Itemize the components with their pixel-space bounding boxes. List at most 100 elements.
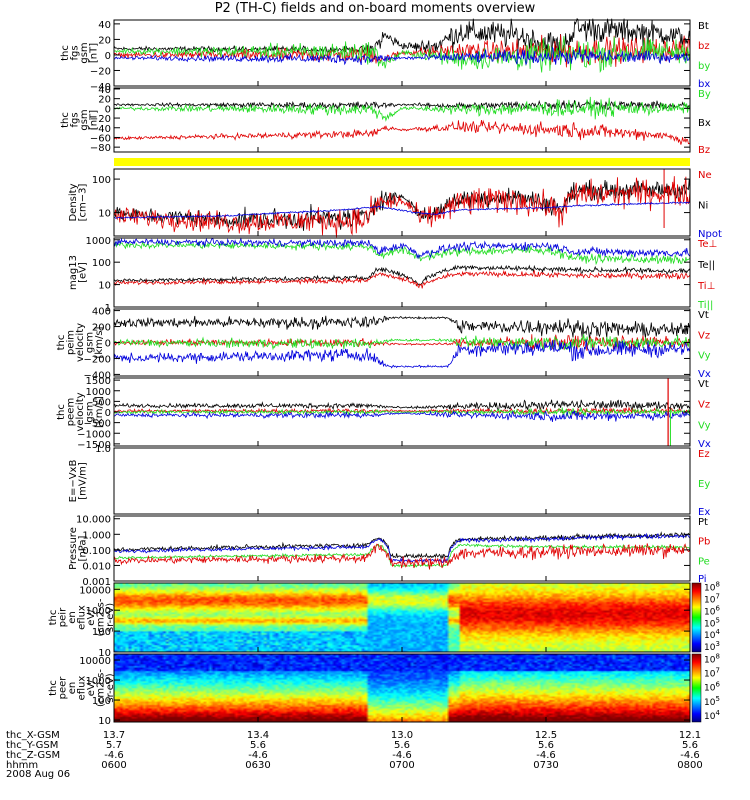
y-tick-label: 400 — [92, 307, 111, 318]
colorbar-label: 104 — [704, 709, 720, 722]
x-tick-label: 0700 — [389, 760, 414, 771]
y-axis-label: velocity — [75, 392, 86, 431]
date-label: 2008 Aug 06 — [6, 769, 70, 780]
legend-bx: bx — [698, 79, 710, 90]
x-tick-label: 0800 — [677, 760, 702, 771]
legend-vy: Vy — [698, 420, 711, 431]
y-tick-label: −80 — [90, 143, 111, 154]
y-tick-label: 0 — [105, 408, 111, 419]
series-fgs-bt — [113, 17, 691, 60]
y-axis-label: [cm−3] — [78, 184, 89, 222]
y-axis-label: E=−VxB — [68, 460, 79, 503]
y-axis-label: thc — [56, 404, 67, 420]
series-peim-vx — [113, 339, 691, 369]
colorbar-label: 104 — [704, 628, 720, 641]
y-axis-label: velocity — [75, 323, 86, 362]
y-tick-label: 0 — [105, 51, 111, 62]
legend-te⊥: Te⊥ — [697, 239, 717, 250]
y-axis-label: gsm — [79, 109, 90, 130]
legend-bz: Bz — [698, 145, 710, 156]
y-tick-label: 1000 — [86, 606, 111, 617]
y-tick-label: 20 — [98, 35, 111, 46]
y-tick-label: −1500 — [77, 440, 111, 451]
y-axis-label: eV/ — [86, 679, 97, 696]
colorbar-label: 105 — [704, 695, 720, 708]
legend-ni: Ni — [698, 201, 708, 212]
legend-vt: Vt — [698, 310, 709, 321]
x-tick-label: 0730 — [533, 760, 558, 771]
x-row-label: thc_Z-GSM — [6, 750, 60, 761]
series-pressure-pb — [113, 543, 691, 570]
y-axis-label: en — [67, 682, 78, 695]
y-axis-label: mag13 — [68, 255, 79, 290]
series-fgs-bz — [113, 34, 691, 68]
x-tick-label: 0630 — [245, 760, 270, 771]
y-axis-label: (cm2-s- — [96, 669, 107, 707]
y-tick-label: 1500 — [86, 376, 111, 387]
y-axis-label: [km/s] — [94, 396, 105, 428]
y-axis-label: [eV] — [78, 262, 89, 283]
colorbar-label: 103 — [704, 640, 720, 653]
legend-te||: Te|| — [697, 260, 715, 271]
panel-frame — [113, 447, 691, 515]
x-tick-label: -4.6 — [392, 750, 412, 761]
series-temp-te⊥ — [113, 269, 691, 289]
y-axis-label: Density — [68, 183, 79, 221]
y-tick-label: 10000 — [79, 585, 111, 596]
y-tick-label: −400 — [84, 370, 111, 381]
y-axis-label: (cm2-s- — [96, 598, 107, 636]
colorbar-label: 106 — [704, 681, 720, 694]
series-fgs_gse-bz — [113, 119, 690, 145]
colorbar-label: 107 — [704, 592, 720, 605]
series-temp-ti⊥ — [113, 236, 691, 260]
series-density-npot — [113, 201, 691, 219]
panel-frame — [113, 87, 691, 153]
colorbar-label: 107 — [704, 666, 720, 679]
y-axis-label: fgs — [70, 45, 81, 60]
legend-pi: Pi — [698, 574, 707, 585]
x-tick-label: 5.6 — [538, 740, 554, 751]
series-pressure-pi — [113, 532, 691, 565]
y-tick-label: 100 — [92, 696, 111, 707]
series-peim-vt — [113, 315, 691, 341]
legend-vy: Vy — [698, 351, 711, 362]
x-tick-label: 5.6 — [394, 740, 410, 751]
legend-ti||: Ti|| — [697, 300, 713, 311]
series-peem-vt — [113, 399, 691, 412]
x-tick-label: 5.6 — [682, 740, 698, 751]
y-axis-label: peer — [58, 676, 69, 700]
y-tick-label: 1000 — [86, 236, 111, 247]
panel-peir: 10810710610510410310000100010010thcpeire… — [48, 581, 720, 659]
legend-by: by — [698, 61, 710, 72]
legend-bz: bz — [698, 41, 710, 52]
x-tick-label: 0600 — [101, 760, 126, 771]
x-row-label: thc_X-GSM — [6, 730, 60, 741]
y-tick-label: 200 — [92, 323, 111, 334]
y-tick-label: 0.010 — [82, 561, 111, 572]
y-tick-label: 0 — [105, 104, 111, 115]
y-axis-label: gsm — [79, 42, 90, 63]
colorbar-label: 108 — [704, 652, 720, 665]
y-axis-label: gsm — [85, 401, 96, 422]
panel-density: 100 10 Density[cm−3] Ne Ni Npot — [68, 168, 722, 240]
y-tick-label: 1.000 — [82, 530, 111, 541]
y-tick-label: −40 — [90, 82, 111, 93]
y-tick-label: 20 — [98, 95, 111, 106]
y-tick-label: 10000 — [79, 656, 111, 667]
legend-pt: Pt — [698, 517, 708, 528]
y-tick-label: 0 — [105, 339, 111, 350]
y-tick-label: 40 — [98, 20, 111, 31]
y-axis-label: eflux — [77, 605, 88, 630]
y-axis-label: fgs — [70, 112, 81, 127]
y-axis-label: sr-eV) — [105, 673, 116, 702]
y-tick-label: −60 — [90, 133, 111, 144]
colorbar-label: 106 — [704, 604, 720, 617]
y-axis-label: thc — [60, 45, 71, 61]
y-tick-label: 100 — [92, 258, 111, 269]
y-axis-label: en — [67, 611, 78, 624]
legend-vx: Vx — [698, 369, 711, 380]
